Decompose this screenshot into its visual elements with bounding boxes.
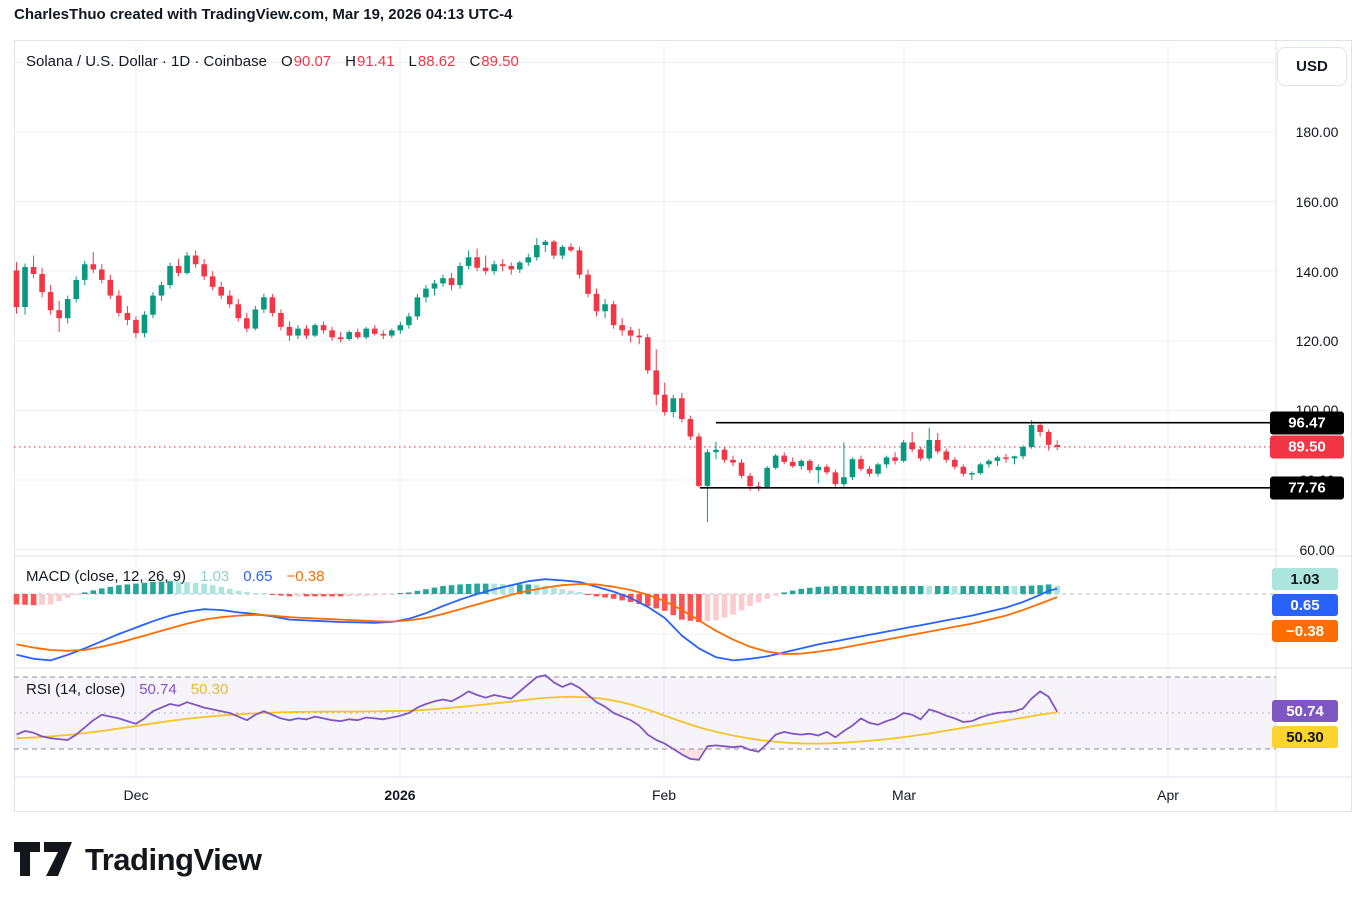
- macd-hist-axis-label: 1.03: [1272, 568, 1338, 590]
- symbol-title[interactable]: Solana / U.S. Dollar · 1D · Coinbase: [26, 53, 267, 70]
- rsi-legend-title[interactable]: RSI (14, close): [26, 681, 126, 698]
- price-tick: 120.00: [1295, 333, 1339, 349]
- chart-card-border: [14, 40, 1352, 812]
- price-tick: 140.00: [1295, 264, 1339, 280]
- rsi-line-axis-label: 50.74: [1272, 700, 1338, 722]
- ohlc-low: L 88.62: [408, 53, 456, 70]
- price-tick: 160.00: [1295, 194, 1339, 210]
- support-price-label: 77.76: [1270, 476, 1344, 500]
- tradingview-logo[interactable]: TradingView: [14, 840, 262, 880]
- last-price-label: 89.50: [1270, 435, 1344, 459]
- macd-signal-value: −0.38: [286, 568, 325, 585]
- ohlc-high: H 91.41: [345, 53, 395, 70]
- macd-legend-title[interactable]: MACD (close, 12, 26, 9): [26, 568, 187, 585]
- brand-name: TradingView: [85, 842, 262, 877]
- ohlc-open: O 90.07: [280, 53, 332, 70]
- rsi-ma-value: 50.30: [190, 681, 229, 698]
- rsi-ma-line: [16, 695, 1058, 745]
- macd-line-axis-label: 0.65: [1272, 594, 1338, 616]
- macd-signal-axis-label: −0.38: [1272, 620, 1338, 642]
- resistance-price-label: 96.47: [1270, 411, 1344, 435]
- time-tick-apr: Apr: [1157, 787, 1179, 803]
- macd-line-value: 0.65: [243, 568, 273, 585]
- price-tick: 180.00: [1295, 124, 1339, 140]
- symbol-legend[interactable]: Solana / U.S. Dollar · 1D · Coinbase O 90…: [26, 53, 519, 70]
- rsi-zone-fill: [673, 749, 762, 760]
- time-tick-mar: Mar: [891, 787, 917, 803]
- macd-hist-value: 1.03: [200, 568, 230, 585]
- macd-histogram[interactable]: [13, 581, 1060, 622]
- rsi-legend[interactable]: RSI (14, close) 50.74 50.30: [26, 681, 228, 698]
- time-tick-feb: Feb: [651, 787, 677, 803]
- macd-line: [16, 578, 1058, 662]
- gridlines: [14, 40, 1276, 777]
- macd-legend[interactable]: MACD (close, 12, 26, 9) 1.03 0.65 −0.38: [26, 568, 324, 585]
- ohlc-close: C 89.50: [469, 53, 519, 70]
- tradingview-mark-icon: [14, 842, 72, 876]
- price-tick: 60.00: [1299, 542, 1335, 558]
- attribution-text: CharlesThuo created with TradingView.com…: [14, 6, 513, 23]
- rsi-line-value: 50.74: [139, 681, 177, 698]
- rsi-line: [16, 674, 1058, 761]
- chart-canvas[interactable]: [0, 0, 1367, 830]
- time-tick-dec: Dec: [123, 787, 149, 803]
- time-tick-2026: 2026: [384, 787, 416, 803]
- candlestick-series[interactable]: [13, 238, 1060, 523]
- rsi-ma-axis-label: 50.30: [1272, 726, 1338, 748]
- horizontal-level-lines[interactable]: [700, 421, 1270, 489]
- currency-toggle-button[interactable]: USD: [1277, 47, 1347, 86]
- macd-signal-line: [16, 583, 1058, 655]
